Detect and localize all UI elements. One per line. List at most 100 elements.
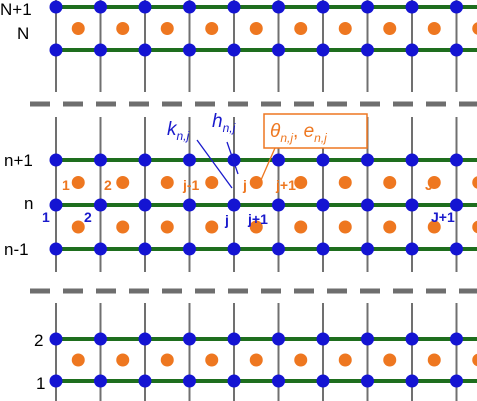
cell-center-point — [205, 22, 219, 35]
grid-node — [138, 198, 152, 212]
cell-center-point — [338, 353, 352, 367]
grid-node — [94, 198, 107, 212]
grid-node — [361, 374, 374, 388]
grid-node — [227, 242, 241, 256]
cell-center-point — [205, 353, 219, 367]
cell-center-point — [294, 353, 308, 367]
cell-center-point — [294, 176, 308, 189]
grid-node — [49, 374, 63, 388]
k-label: kn,j — [167, 119, 190, 143]
grid-node — [49, 153, 63, 167]
node-label-first: 1 — [42, 209, 50, 225]
k-pointer-line — [196, 139, 233, 189]
grid-node — [183, 374, 196, 388]
grid-node — [316, 198, 330, 212]
grid-node — [405, 242, 419, 256]
cell-center-point — [338, 220, 352, 234]
cell-label-first: 1 — [62, 177, 70, 193]
row-label-bot-lower: 1 — [36, 374, 45, 393]
cell-label-j-minus-1: j-1 — [182, 177, 200, 193]
node-label-j: j — [224, 212, 229, 228]
row-label-mid-middle: n — [24, 194, 33, 213]
cell-center-point — [338, 22, 352, 35]
grid-node — [183, 332, 196, 346]
cell-label-j-plus-1: j+1 — [275, 177, 296, 193]
cell-center-point — [294, 22, 308, 35]
grid-node — [138, 43, 152, 57]
cell-center-point — [383, 176, 397, 189]
cell-center-point — [71, 220, 85, 234]
cell-label-second: 2 — [104, 177, 112, 193]
cell-center-point — [71, 353, 85, 367]
grid-node — [405, 198, 419, 212]
cell-center-point — [116, 220, 130, 234]
grid-node — [94, 0, 107, 14]
h-label: hn,j — [212, 111, 236, 135]
cell-center-point — [160, 353, 174, 367]
grid-node — [49, 332, 63, 346]
cell-center-point — [249, 220, 263, 234]
section-break-lines — [30, 101, 477, 294]
grid-node — [405, 332, 419, 346]
grid-node — [361, 198, 374, 212]
cell-center-points — [71, 22, 477, 367]
grid-node — [183, 198, 196, 212]
cell-center-point — [71, 22, 85, 35]
cell-label-j: j — [242, 177, 247, 193]
cell-center-point — [160, 176, 174, 189]
grid-node — [49, 43, 63, 57]
horizontal-grid-lines — [56, 5, 477, 383]
theta-e-label: θn,j, en,j — [270, 121, 327, 145]
row-label-top-lower: N — [17, 24, 29, 43]
grid-node — [138, 0, 152, 14]
grid-node — [450, 0, 463, 14]
grid-node — [272, 374, 285, 388]
cell-center-point — [427, 22, 441, 35]
grid-node — [450, 43, 463, 57]
row-label-bot-upper: 2 — [34, 331, 43, 350]
cell-center-point — [116, 176, 130, 189]
cell-center-point — [472, 353, 477, 367]
grid-node — [183, 43, 196, 57]
cell-center-point — [427, 176, 441, 189]
cell-center-point — [383, 22, 397, 35]
grid-node — [272, 198, 285, 212]
grid-node — [316, 374, 330, 388]
grid-node — [316, 153, 330, 167]
cell-label-last: J — [425, 177, 433, 193]
grid-node — [405, 374, 419, 388]
grid-node — [49, 0, 63, 14]
grid-node — [227, 153, 241, 167]
grid-node — [94, 332, 107, 346]
grid-node — [94, 43, 107, 57]
grid-node — [450, 242, 463, 256]
cell-center-point — [249, 353, 263, 367]
cell-center-point — [249, 176, 263, 189]
node-label-j-plus-1: j+1 — [247, 211, 268, 227]
grid-node — [450, 198, 463, 212]
grid-node — [49, 198, 63, 212]
grid-node — [272, 242, 285, 256]
grid-node — [227, 332, 241, 346]
grid-node — [49, 242, 63, 256]
grid-node — [227, 0, 241, 14]
cell-center-point — [383, 353, 397, 367]
theta-pointer-line — [260, 147, 276, 181]
row-label-mid-lower: n-1 — [4, 240, 29, 259]
grid-node — [450, 332, 463, 346]
cell-center-point — [249, 22, 263, 35]
cell-center-point — [160, 22, 174, 35]
grid-node — [316, 242, 330, 256]
row-label-top-upper: N+1 — [0, 0, 32, 19]
grid-node — [450, 374, 463, 388]
grid-node — [361, 153, 374, 167]
cell-center-point — [427, 220, 441, 234]
grid-node — [450, 153, 463, 167]
grid-node — [183, 153, 196, 167]
grid-node — [94, 374, 107, 388]
grid-nodes — [49, 0, 463, 388]
grid-node — [272, 332, 285, 346]
grid-node — [361, 332, 374, 346]
grid-node — [138, 374, 152, 388]
